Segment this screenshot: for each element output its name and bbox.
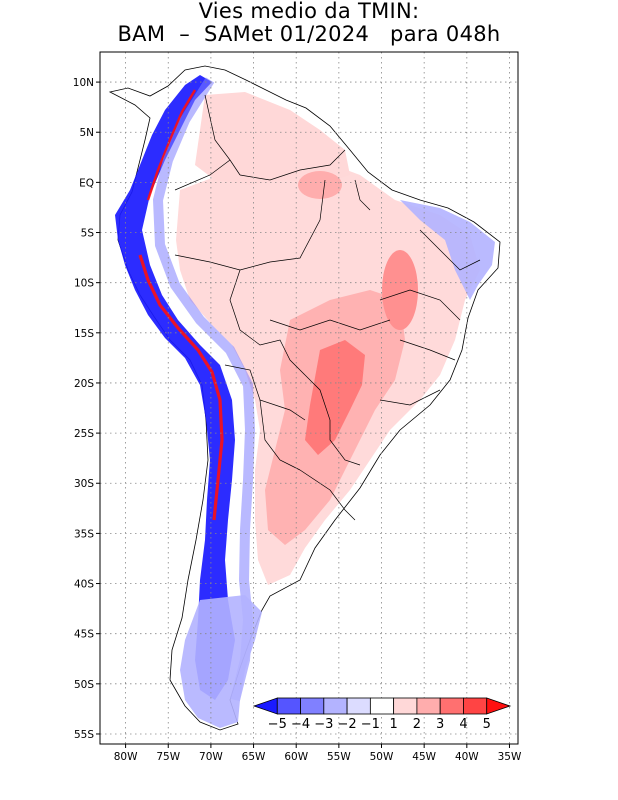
colorbar-arrow-low — [252, 697, 278, 715]
lat-tick-label: 50S — [74, 679, 94, 691]
title-line-1: Vies medio da TMIN: — [198, 0, 420, 23]
colorbar-swatch — [393, 697, 418, 715]
colorbar-label: 4 — [459, 717, 467, 732]
lat-tick-label: 40S — [74, 579, 94, 591]
positive-bias-spot-north — [298, 171, 342, 199]
lon-tick-label: 80W — [114, 751, 138, 763]
lon-tick-label: 55W — [327, 751, 351, 763]
lat-tick-label: 55S — [74, 729, 94, 741]
country-borders — [174, 94, 481, 521]
andes-positive-bias-streak-north — [146, 89, 197, 201]
positive-bias-spot-east — [382, 250, 418, 330]
title-line-2: BAM – SAMet 01/2024 para 048h — [117, 22, 501, 46]
colorbar-swatch — [369, 697, 395, 715]
lat-tick-label: 15S — [74, 328, 94, 340]
lat-tick-label: 35S — [74, 528, 94, 540]
colorbar: −5 −4 −3 −2 −1 1 2 3 4 5 — [252, 697, 512, 732]
positive-bias-field-north — [195, 92, 350, 185]
lat-tick-label: 5S — [81, 228, 95, 240]
lon-tick-label: 70W — [199, 751, 223, 763]
andes-positive-bias-streak — [138, 254, 224, 521]
colorbar-swatch — [276, 697, 301, 715]
colorbar-label: 1 — [389, 717, 397, 732]
lon-tick-label: 75W — [156, 751, 180, 763]
negative-bias-northeast — [400, 200, 495, 300]
lon-tick-label: 40W — [455, 751, 479, 763]
lon-tick-label: 45W — [412, 751, 436, 763]
colorbar-label: −3 — [314, 717, 333, 732]
colorbar-swatch — [416, 697, 441, 715]
lon-tick-label: 35W — [498, 751, 522, 763]
lat-tick-label: 10S — [74, 278, 94, 290]
lat-tick-label: EQ — [79, 177, 94, 189]
lat-tick-label: 5N — [79, 127, 94, 139]
lon-tick-label: 65W — [242, 751, 266, 763]
colorbar-label: 3 — [436, 717, 444, 732]
lon-tick-label: 60W — [284, 751, 308, 763]
colorbar-swatch — [439, 697, 464, 715]
lat-tick-label: 20S — [74, 378, 94, 390]
andes-negative-bias-band — [115, 75, 235, 700]
map-content — [108, 65, 501, 731]
colorbar-swatch — [323, 697, 348, 715]
lat-tick-label: 10N — [73, 77, 94, 89]
colorbar-arrow-high — [486, 697, 512, 715]
colorbar-swatch — [463, 697, 488, 715]
colorbar-label: 5 — [483, 717, 491, 732]
lon-tick-label: 50W — [370, 751, 394, 763]
positive-bias-field-strong — [305, 340, 365, 455]
lat-tick-label: 25S — [74, 428, 94, 440]
patagonia-negative-bias — [180, 595, 262, 728]
colorbar-label: −2 — [338, 717, 357, 732]
colorbar-swatch — [346, 697, 371, 715]
lat-tick-label: 30S — [74, 478, 94, 490]
map-frame — [99, 51, 519, 745]
colorbar-swatch — [300, 697, 325, 715]
colorbar-label: −5 — [268, 717, 287, 732]
colorbar-label: −4 — [291, 717, 310, 732]
map-title: Vies medio da TMIN: BAM – SAMet 01/2024 … — [0, 0, 618, 46]
colorbar-label: 2 — [413, 717, 421, 732]
colorbar-label: −1 — [361, 717, 380, 732]
lat-tick-label: 45S — [74, 629, 94, 641]
map-grid-lines — [100, 52, 518, 744]
axis-ticks: 80W 75W 70W 65W 60W 55W 50W 45W 40W 35W 10N 5N EQ 5S 1… — [73, 77, 522, 763]
